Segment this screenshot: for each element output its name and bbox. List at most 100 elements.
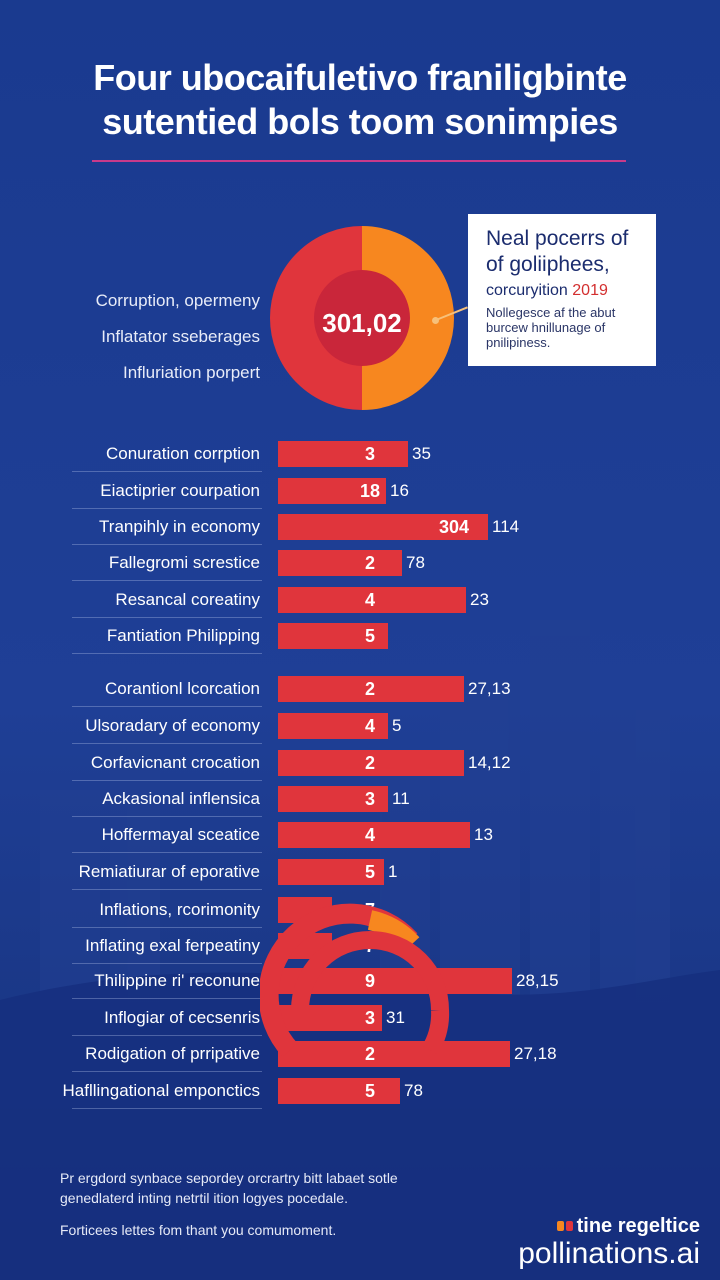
bar [278, 676, 464, 702]
bar-data-label: 4 [364, 716, 375, 736]
brand-icon [556, 1221, 573, 1231]
callout-line-3: corcuryition 2019 [486, 281, 642, 301]
bar [278, 514, 488, 540]
bar [278, 713, 388, 739]
bar-label: Tranpihly in economy [99, 517, 260, 536]
brand-line-1: tine regeltice [518, 1214, 700, 1238]
row-divider [72, 653, 262, 654]
bar-label: Hoffermayal sceatice [101, 825, 260, 844]
bar-data-label: 7 [364, 936, 375, 956]
bar-label: Inflogiar of cecsenris [104, 1008, 260, 1027]
row-divider [72, 780, 262, 781]
bar-data-label: 304 [438, 517, 470, 537]
bar [278, 750, 464, 776]
bar [278, 786, 388, 812]
bar-data-label: 2 [364, 1044, 375, 1064]
bar-value-label: 5 [392, 716, 402, 735]
bar-label: Inflating exal ferpeatiny [85, 936, 260, 955]
callout-box: Neal pocerrs of of goliiphees, corcuryit… [468, 214, 656, 366]
bar-data-label: 2 [364, 679, 375, 699]
bar-data-label: 5 [364, 1081, 375, 1101]
row-divider [72, 927, 262, 928]
bar-label: Inflations, rcorimonity [99, 900, 260, 919]
bar-label: Resancal coreatiny [115, 590, 260, 609]
bar-label: Remiatiurar of eporative [78, 862, 260, 881]
bar-label: Rodigation of prripative [85, 1044, 260, 1063]
row-divider [72, 617, 262, 618]
bar-data-label: 7 [364, 900, 375, 920]
bar [278, 478, 386, 504]
bar [278, 587, 466, 613]
callout-year: 2019 [572, 282, 608, 299]
bar-data-label: 2 [364, 553, 375, 573]
bar-value-label: 23 [470, 590, 489, 609]
page-title: Four ubocaifuletivo franiligbinte sutent… [20, 56, 700, 144]
bar-label: Fantiation Philipping [106, 626, 260, 645]
brand-watermark: tine regeltice pollinations.ai [518, 1214, 700, 1270]
title-line-1: Four ubocaifuletivo franiligbinte [93, 57, 627, 98]
bar-value-label: 27,18 [514, 1044, 557, 1063]
row-divider [72, 852, 262, 853]
donut-legend-item: Inflatator sseberages [101, 327, 260, 346]
donut-center-disc [313, 269, 411, 367]
row-divider [72, 816, 262, 817]
footer-notes: Pr ergdord synbace sepordey orcrartry bi… [60, 1168, 480, 1240]
row-divider [72, 998, 262, 999]
footer-line-3: Forticees lettes fom thant you comumomen… [60, 1222, 337, 1238]
bar-value-label: 78 [404, 1081, 423, 1100]
row-divider [72, 1108, 262, 1109]
donut-legend: Corruption, opermeny Inflatator sseberag… [40, 286, 260, 394]
title-line-2: sutentied bols toom sonimpies [102, 101, 618, 142]
bar-value-label: 28,15 [516, 971, 559, 990]
row-divider [72, 1071, 262, 1072]
row-divider [72, 508, 262, 509]
footer-line-2: genedlaterd inting netrtil ition logyes … [60, 1190, 348, 1206]
bar-label: Ackasional inflensica [102, 789, 260, 808]
bar [278, 822, 470, 848]
bar-data-label: 3 [364, 789, 375, 809]
donut-center-value: 301,02 [322, 308, 402, 338]
row-divider [72, 743, 262, 744]
bar-value-label: 78 [406, 553, 425, 572]
row-divider [72, 963, 262, 964]
bar-label: Thilippine ri' reconune [94, 971, 260, 990]
row-divider [72, 544, 262, 545]
callout-line-2: of goliiphees, [486, 253, 610, 276]
bar-data-label: 5 [364, 626, 375, 646]
title-divider [92, 160, 626, 162]
bar-label: Corfavicnant crocation [90, 753, 260, 772]
bar-label: Ulsoradary of economy [85, 716, 260, 735]
bar-label: Corantionl lcorcation [105, 679, 260, 698]
bar [278, 933, 332, 959]
bar-value-label: 35 [412, 444, 431, 463]
bar [278, 1078, 400, 1104]
bar-label: Eiactiprier courpation [100, 481, 260, 500]
row-divider [72, 580, 262, 581]
bar-value-label: 1 [388, 862, 398, 881]
callout-heading-text: corcuryition [486, 282, 568, 299]
bar-data-label: 5 [364, 862, 375, 882]
bar-data-label: 3 [364, 444, 375, 464]
bar-value-label: 27,13 [468, 679, 511, 698]
bar-data-label: 2 [364, 753, 375, 773]
callout-description: Nollegesce af the abut burcew hnillunage… [486, 305, 616, 350]
bar [278, 623, 388, 649]
brand-tagline: tine regeltice [576, 1215, 700, 1237]
bar-data-label: 4 [364, 590, 375, 610]
bar-data-label: 18 [359, 481, 381, 501]
bar-label: Hafllingational emponctics [62, 1081, 261, 1100]
callout-line-1: Neal pocerrs of [486, 227, 629, 250]
bar-label: Conuration corrption [105, 444, 260, 463]
donut-legend-item: Influriation porpert [122, 363, 260, 382]
bar [278, 897, 332, 923]
row-divider [72, 471, 262, 472]
bar-data-label: 9 [364, 971, 375, 991]
bar-label: Fallegromi screstice [108, 553, 260, 572]
bar [278, 859, 384, 885]
bar-value-label: 13 [474, 825, 493, 844]
bar-value-label: 14,12 [468, 753, 511, 772]
bar-value-label: 16 [390, 481, 409, 500]
bar-value-label: 11 [392, 789, 410, 808]
bar [278, 441, 408, 467]
bar-value-label: 114 [492, 517, 520, 536]
